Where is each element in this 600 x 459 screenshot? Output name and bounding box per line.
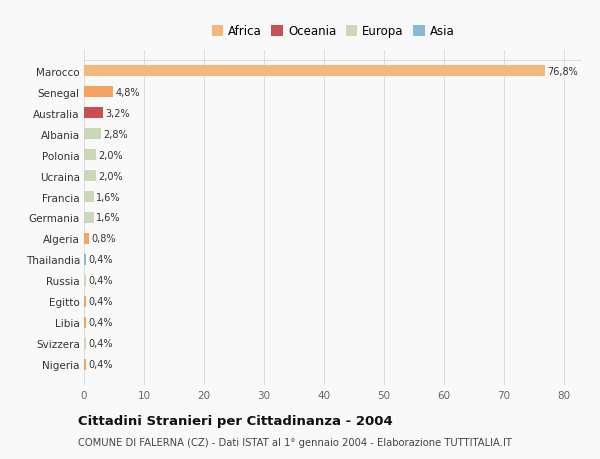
Bar (84, 296, 86, 308)
Bar (84, 275, 86, 286)
Text: 0,4%: 0,4% (89, 255, 113, 265)
Text: Cittadini Stranieri per Cittadinanza - 2004: Cittadini Stranieri per Cittadinanza - 2… (78, 414, 393, 428)
Text: 0,4%: 0,4% (89, 318, 113, 328)
Bar (84, 87, 113, 98)
Bar (84, 359, 86, 370)
Text: COMUNE DI FALERNA (CZ) - Dati ISTAT al 1° gennaio 2004 - Elaborazione TUTTITALIA: COMUNE DI FALERNA (CZ) - Dati ISTAT al 1… (78, 437, 512, 447)
Bar (84, 150, 96, 161)
Text: 1,6%: 1,6% (96, 213, 121, 223)
Bar (84, 212, 94, 224)
Bar (84, 191, 94, 203)
Text: 0,4%: 0,4% (89, 276, 113, 286)
Bar (84, 317, 86, 329)
Legend: Africa, Oceania, Europa, Asia: Africa, Oceania, Europa, Asia (209, 23, 457, 40)
Bar (84, 66, 545, 77)
Text: 0,4%: 0,4% (89, 297, 113, 307)
Text: 4,8%: 4,8% (115, 87, 140, 97)
Bar (84, 170, 96, 182)
Bar (84, 107, 103, 119)
Bar (84, 254, 86, 266)
Bar (84, 233, 89, 245)
Bar (84, 338, 86, 349)
Text: 3,2%: 3,2% (106, 108, 130, 118)
Text: 76,8%: 76,8% (547, 67, 578, 77)
Text: 0,4%: 0,4% (89, 339, 113, 349)
Text: 2,0%: 2,0% (98, 171, 123, 181)
Text: 2,8%: 2,8% (103, 129, 128, 139)
Text: 2,0%: 2,0% (98, 150, 123, 160)
Text: 0,4%: 0,4% (89, 359, 113, 369)
Text: 1,6%: 1,6% (96, 192, 121, 202)
Text: 0,8%: 0,8% (91, 234, 116, 244)
Bar (84, 129, 101, 140)
